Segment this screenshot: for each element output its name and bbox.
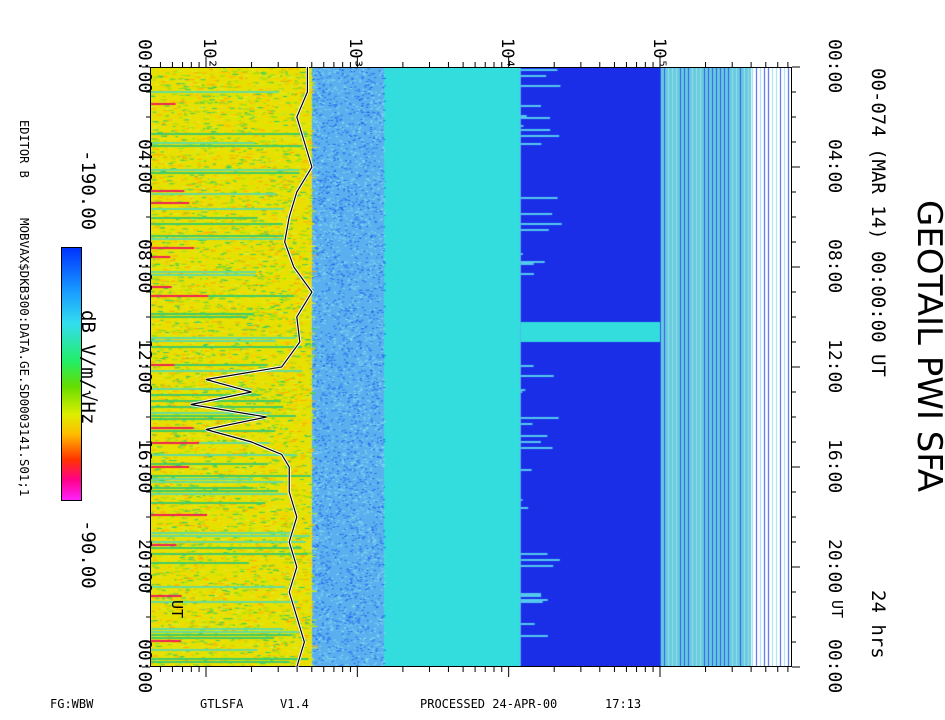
right-time-tick-5: 20:00 xyxy=(824,539,845,594)
right-time-tick-3: 12:00 xyxy=(824,339,845,394)
editor-label: EDITOR B xyxy=(17,120,31,178)
trace-line xyxy=(190,67,313,668)
right-time-tick-4: 16:00 xyxy=(824,439,845,494)
ut-label-left: UT xyxy=(168,600,186,619)
right-time-tick-1: 04:00 xyxy=(824,139,845,194)
footer-processed: PROCESSED 24-APR-00 xyxy=(420,697,558,711)
right-time-tick-6: 00:00 xyxy=(824,639,845,694)
colorbar-unit-label: dB V/m/√Hz xyxy=(77,310,99,425)
left-time-tick-3: 12:00 xyxy=(134,339,155,394)
colorbar-min-label: -190.00 xyxy=(77,150,99,231)
chart-subtitle: 00-074 (MAR 14) 00:00:00 UT xyxy=(867,68,889,377)
right-time-tick-2: 08:00 xyxy=(824,239,845,294)
left-time-tick-5: 20:00 xyxy=(134,539,155,594)
left-time-tick-2: 08:00 xyxy=(134,239,155,294)
ut-label-right: UT xyxy=(828,600,846,619)
spectrogram-canvas xyxy=(150,67,792,667)
right-time-tick-0: 00:00 xyxy=(824,39,845,94)
colorbar-max-label: -90.00 xyxy=(77,520,99,589)
colorbar xyxy=(61,247,82,501)
left-time-tick-6: 00:00 xyxy=(134,639,155,694)
chart-title: GEOTAIL PWI SFA xyxy=(909,200,945,492)
source-path-label: MOBVAX$DKB300:DATA.GE.SD0003141.S01;1 xyxy=(17,218,32,497)
left-time-tick-4: 16:00 xyxy=(134,439,155,494)
duration-label: 24 hrs xyxy=(867,590,889,659)
footer-program: GTLSFA xyxy=(200,697,244,711)
left-time-tick-1: 04:00 xyxy=(134,139,155,194)
footer-fg: FG:WBW xyxy=(50,697,94,711)
footer-time: 17:13 xyxy=(605,697,642,711)
footer-version: V1.4 xyxy=(280,697,309,711)
spectrogram-plot xyxy=(150,67,792,667)
left-time-tick-0: 00:00 xyxy=(134,39,155,94)
